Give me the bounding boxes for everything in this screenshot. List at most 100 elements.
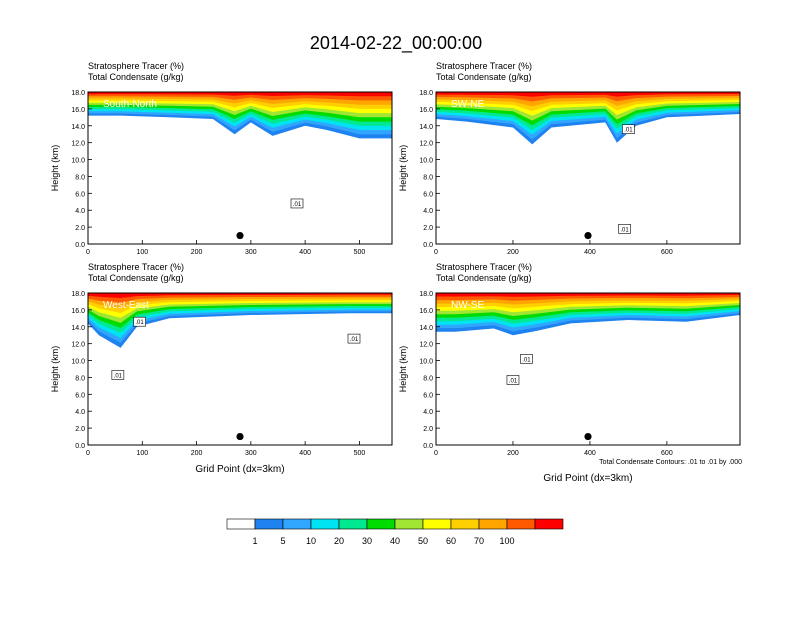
y-axis-label: Height (km) — [398, 346, 408, 393]
y-tick-label: 6.0 — [75, 392, 85, 399]
colorbar-swatch — [310, 518, 340, 530]
colorbar: 1 5 10 20 30 40 50 60 70 100 — [226, 518, 564, 546]
x-tick-label: 100 — [136, 249, 148, 256]
colorbar-swatch — [478, 518, 508, 530]
y-tick-label: 16.0 — [419, 107, 433, 114]
y-tick-label: 6.0 — [423, 392, 433, 399]
y-tick-label: 14.0 — [419, 124, 433, 131]
panel-subtitle-line: Total Condensate (g/kg) — [88, 72, 184, 82]
colorbar-swatch — [282, 518, 312, 530]
x-axis-label: Grid Point (dx=3km) — [543, 473, 632, 484]
contour-label: .01 — [350, 337, 359, 343]
colorbar-swatch — [450, 518, 480, 530]
y-tick-label: 2.0 — [75, 225, 85, 232]
y-tick-label: 4.0 — [75, 208, 85, 215]
colorbar-label: 60 — [446, 536, 456, 546]
location-marker — [584, 432, 592, 441]
y-tick-label: 8.0 — [75, 174, 85, 181]
x-tick-label: 200 — [191, 450, 203, 457]
y-tick-label: 0.0 — [75, 443, 85, 450]
y-tick-label: 12.0 — [419, 342, 433, 349]
x-tick-label: 0 — [434, 450, 438, 457]
y-tick-label: 18.0 — [71, 90, 85, 97]
y-tick-label: 8.0 — [423, 375, 433, 382]
y-tick-label: 4.0 — [423, 409, 433, 416]
contour-footnote: Total Condensate Contours: .01 to .01 by… — [599, 459, 742, 466]
plot-frame — [435, 292, 741, 446]
x-tick-label: 200 — [507, 450, 519, 457]
x-tick-label: 300 — [245, 249, 257, 256]
y-tick-label: 0.0 — [75, 242, 85, 249]
panel-sw-ne: Stratosphere Tracer (%)Total Condensate … — [398, 61, 741, 256]
tracer-band — [88, 293, 392, 303]
contour-label-box — [290, 198, 304, 209]
y-tick-label: 2.0 — [423, 426, 433, 433]
colorbar-label: 100 — [499, 536, 514, 546]
y-tick-label: 18.0 — [71, 291, 85, 298]
y-axis-label: Height (km) — [398, 145, 408, 192]
y-tick-label: 12.0 — [71, 141, 85, 148]
y-tick-label: 10.0 — [419, 359, 433, 366]
x-axis-label: Grid Point (dx=3km) — [195, 464, 284, 475]
y-tick-label: 10.0 — [71, 158, 85, 165]
colorbar-swatch — [422, 518, 452, 530]
y-tick-label: 12.0 — [419, 141, 433, 148]
contour-label-box — [618, 224, 631, 234]
y-tick-label: 14.0 — [71, 325, 85, 332]
x-tick-label: 400 — [299, 249, 311, 256]
y-tick-label: 2.0 — [423, 225, 433, 232]
x-tick-label: 0 — [86, 249, 90, 256]
colorbar-label: 5 — [280, 536, 285, 546]
panel-title-line: Stratosphere Tracer (%) — [436, 61, 532, 71]
plot-frame — [87, 292, 393, 446]
colorbar-swatch — [394, 518, 424, 530]
colorbar-swatch — [534, 518, 564, 530]
x-tick-label: 400 — [299, 450, 311, 457]
panel-subtitle-line: Total Condensate (g/kg) — [88, 273, 184, 283]
contour-label-box — [133, 316, 146, 327]
panels-group: Stratosphere Tracer (%)Total Condensate … — [50, 61, 742, 484]
panel-label: West-East — [103, 300, 149, 311]
contour-label-box — [506, 375, 520, 385]
panel-title-line: Stratosphere Tracer (%) — [88, 61, 184, 71]
location-marker — [584, 231, 592, 240]
colorbar-label: 50 — [418, 536, 428, 546]
colorbar-label: 70 — [474, 536, 484, 546]
y-tick-label: 6.0 — [75, 191, 85, 198]
contour-label-box — [520, 354, 533, 364]
colorbar-swatch — [254, 518, 284, 530]
y-tick-label: 8.0 — [423, 174, 433, 181]
y-tick-label: 8.0 — [75, 375, 85, 382]
y-tick-label: 4.0 — [423, 208, 433, 215]
y-tick-label: 0.0 — [423, 242, 433, 249]
colorbar-label: 10 — [306, 536, 316, 546]
y-tick-label: 14.0 — [419, 325, 433, 332]
y-tick-label: 0.0 — [423, 443, 433, 450]
panel-title-line: Stratosphere Tracer (%) — [88, 262, 184, 272]
y-axis-label: Height (km) — [50, 346, 60, 393]
x-tick-label: 600 — [661, 450, 673, 457]
tracer-band — [436, 293, 740, 297]
y-tick-label: 6.0 — [423, 191, 433, 198]
panel-label: SW-NE — [451, 99, 484, 110]
y-tick-label: 12.0 — [71, 342, 85, 349]
colorbar-swatch — [366, 518, 396, 530]
y-tick-label: 18.0 — [419, 90, 433, 97]
colorbar-swatch — [506, 518, 536, 530]
x-tick-label: 200 — [507, 249, 519, 256]
contour-label: .01 — [620, 227, 629, 233]
y-tick-label: 14.0 — [71, 124, 85, 131]
contour-label-box — [622, 124, 635, 134]
panel-label: South-North — [103, 99, 157, 110]
y-tick-label: 2.0 — [75, 426, 85, 433]
x-tick-label: 400 — [584, 450, 596, 457]
x-tick-label: 500 — [354, 450, 366, 457]
location-marker — [236, 432, 244, 441]
location-marker — [236, 231, 244, 240]
y-tick-label: 16.0 — [71, 107, 85, 114]
panel-label: NW-SE — [451, 300, 484, 311]
tracer-band — [88, 92, 392, 97]
colorbar-label: 1 — [252, 536, 257, 546]
